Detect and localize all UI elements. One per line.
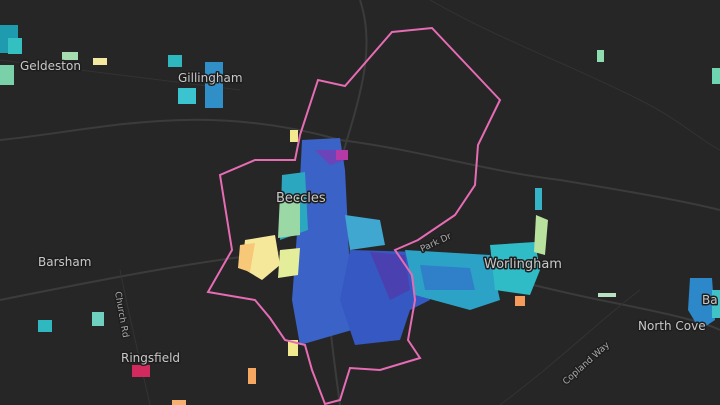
patch bbox=[688, 278, 715, 330]
patch bbox=[534, 215, 548, 255]
patch bbox=[336, 150, 348, 160]
patch bbox=[132, 365, 150, 377]
patch bbox=[598, 293, 616, 297]
patch bbox=[290, 130, 298, 142]
patch bbox=[0, 65, 14, 85]
patch bbox=[370, 252, 410, 300]
patch bbox=[535, 188, 542, 210]
place-label: Barsham bbox=[38, 255, 91, 269]
patch bbox=[178, 88, 196, 104]
patch bbox=[345, 215, 385, 250]
road bbox=[0, 118, 720, 211]
patch bbox=[712, 290, 720, 318]
patch bbox=[62, 52, 78, 60]
place-label: Gillingham bbox=[178, 71, 243, 85]
road bbox=[499, 289, 641, 405]
patch bbox=[292, 138, 352, 345]
patch bbox=[172, 400, 186, 405]
patch bbox=[288, 340, 298, 356]
patch bbox=[597, 50, 604, 62]
river bbox=[429, 0, 720, 151]
patch bbox=[205, 62, 223, 108]
place-label: Beccles bbox=[276, 191, 326, 206]
place-label: Geldeston bbox=[20, 59, 81, 73]
patch bbox=[93, 58, 107, 65]
patch bbox=[490, 242, 540, 295]
patch bbox=[278, 248, 300, 278]
patch bbox=[92, 312, 104, 326]
patches bbox=[0, 25, 720, 405]
patch bbox=[238, 243, 255, 272]
place-label: Ringsfield bbox=[121, 351, 180, 365]
patch bbox=[420, 265, 475, 290]
road bbox=[119, 269, 151, 405]
patch bbox=[248, 368, 256, 384]
boundary bbox=[206, 26, 502, 405]
patch bbox=[38, 320, 52, 332]
place-label: Ba bbox=[702, 293, 718, 307]
patch bbox=[515, 296, 525, 306]
patch bbox=[8, 38, 22, 54]
patch bbox=[278, 195, 300, 238]
place-label: North Cove bbox=[638, 319, 706, 333]
patch bbox=[168, 55, 182, 67]
patch bbox=[712, 68, 720, 84]
place-label: Worlingham bbox=[484, 257, 562, 272]
